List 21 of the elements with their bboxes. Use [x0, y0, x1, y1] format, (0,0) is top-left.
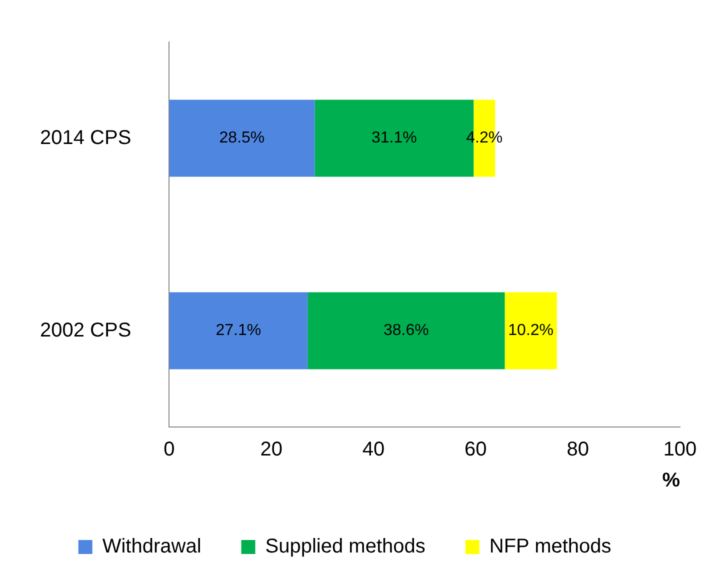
legend-label: Withdrawal — [102, 536, 202, 558]
x-tick-label: 60 — [464, 438, 487, 461]
x-tick-label: 20 — [260, 438, 282, 461]
bar — [169, 100, 315, 177]
x-axis-title: % — [662, 470, 680, 492]
x-tick-label: 40 — [362, 438, 385, 461]
data-label: 10.2% — [508, 322, 554, 340]
data-label: 27.1% — [216, 322, 262, 340]
legend-label: Supplied methods — [265, 536, 426, 558]
legend-label: NFP methods — [489, 536, 612, 558]
data-label: 31.1% — [372, 130, 417, 147]
bar — [504, 292, 557, 370]
data-label: 28.5% — [219, 130, 265, 147]
y-tick-label: 2002 CPS — [40, 319, 132, 342]
y-tick-label: 2014 CPS — [40, 126, 132, 149]
data-label: 38.6% — [384, 322, 429, 340]
bar — [308, 292, 505, 370]
x-tick-label: 80 — [566, 438, 589, 461]
x-tick-label: 0 — [164, 438, 175, 461]
x-tick-label: 100 — [663, 438, 697, 461]
bar — [169, 292, 308, 370]
